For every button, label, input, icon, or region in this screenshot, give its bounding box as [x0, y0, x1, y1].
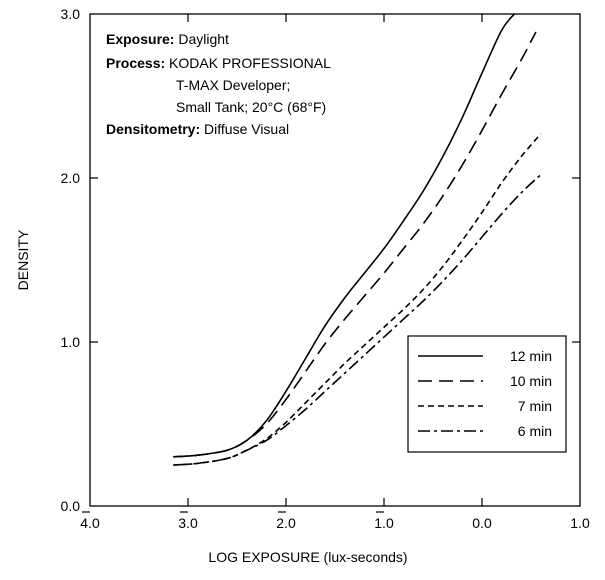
series-line-4	[173, 174, 542, 466]
annotation-line: Densitometry: Diffuse Visual	[106, 121, 289, 137]
annotation-label: Densitometry:	[106, 121, 204, 137]
annotation-value: Daylight	[178, 31, 229, 47]
process-annotation: Exposure: Daylight Process: KODAK PROFESS…	[106, 31, 331, 137]
annotation-label: Process:	[106, 55, 169, 71]
x-axis-title: LOG EXPOSURE (lux-seconds)	[208, 549, 407, 565]
annotation-line: Process: KODAK PROFESSIONAL	[106, 55, 331, 71]
y-tick-label: 1.0	[61, 334, 81, 350]
annotation-line: Small Tank; 20°C (68°F)	[176, 99, 326, 115]
legend: 12 min 10 min 7 min 6 min	[418, 348, 552, 439]
annotation-value: KODAK PROFESSIONAL	[169, 55, 331, 71]
plot-frame	[89, 13, 581, 507]
y-tick-label: 3.0	[61, 6, 81, 22]
annotation-line: Exposure: Daylight	[106, 31, 229, 47]
x-tick-label: 3.0	[178, 515, 198, 531]
legend-label: 10 min	[510, 373, 552, 389]
x-tick-label: 0.0	[472, 515, 492, 531]
y-axis-title: DENSITY	[15, 229, 31, 290]
annotation-value: T-MAX Developer;	[176, 77, 290, 93]
x-tick-label: 1.0	[374, 515, 394, 531]
x-tick-label: 4.0	[80, 515, 100, 531]
annotation-label: Exposure:	[106, 31, 178, 47]
y-tick-label: 2.0	[61, 170, 81, 186]
y-axis-ticks: 0.0 1.0 2.0 3.0	[61, 6, 580, 514]
legend-label: 6 min	[518, 423, 552, 439]
curves	[173, 13, 542, 466]
annotation-value: Diffuse Visual	[204, 121, 289, 137]
annotation-value: Small Tank; 20°C (68°F)	[176, 99, 326, 115]
series-line-2	[173, 31, 537, 458]
x-axis-ticks: 4.0 3.0 2.0 1.0 0.0 1.0	[80, 14, 590, 531]
x-tick-label: 1.0	[570, 515, 590, 531]
annotation-line: T-MAX Developer;	[176, 77, 290, 93]
legend-label: 7 min	[518, 398, 552, 414]
x-tick-label: 2.0	[276, 515, 296, 531]
y-tick-label: 0.0	[61, 498, 81, 514]
legend-label: 12 min	[510, 348, 552, 364]
